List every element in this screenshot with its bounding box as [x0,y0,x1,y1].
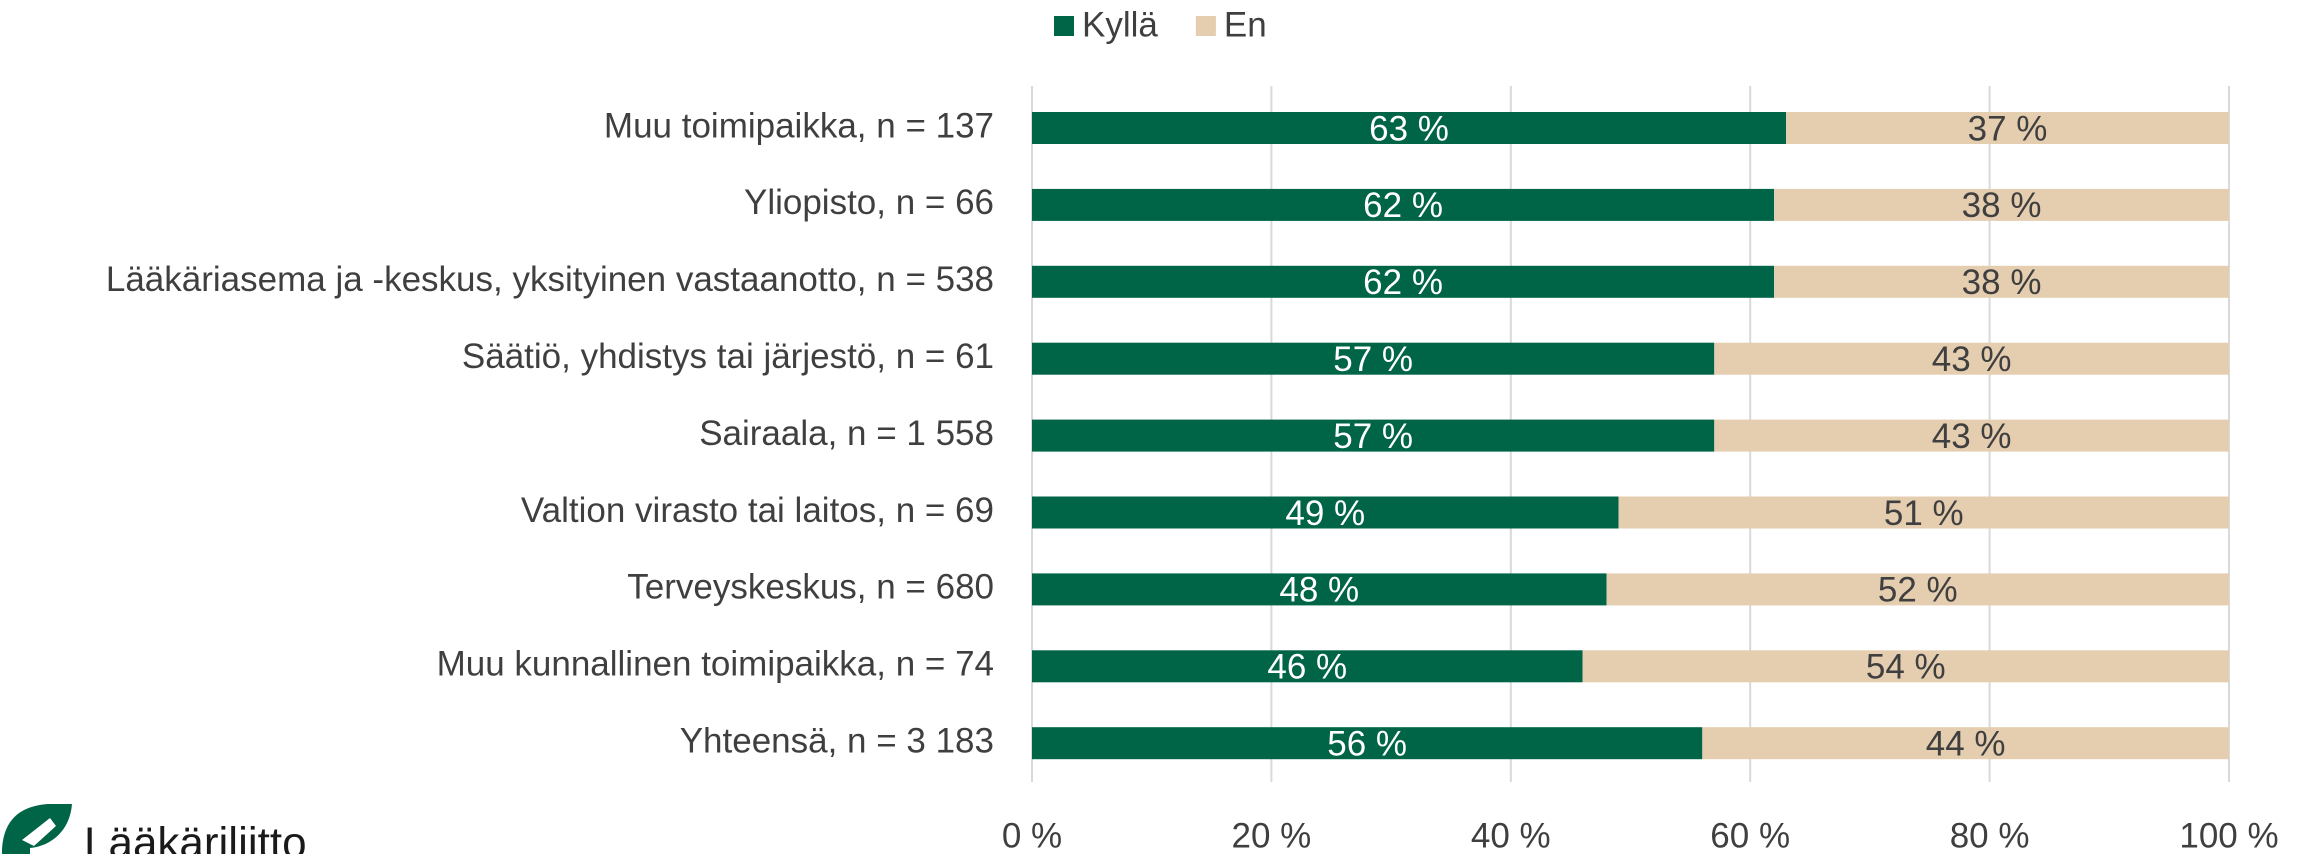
bar-segment [1032,112,1787,144]
legend-swatch [1195,16,1216,36]
y-tick-label: Lääkäriasema ja -keskus, yksityinen vast… [106,260,994,299]
data-label: 54 % [1866,648,1946,687]
y-tick-label: Sairaala, n = 1 558 [699,414,994,453]
data-label: 49 % [1285,494,1365,533]
logo-text: Lääkäriliitto [84,819,307,854]
x-tick-label: 20 % [1232,816,1312,854]
data-label: 51 % [1884,494,1964,533]
bar-segment [1618,496,2229,529]
y-tick-label: Yliopisto, n = 66 [744,183,994,222]
bar-segment [1702,727,2229,760]
data-label: 57 % [1333,340,1413,379]
data-label: 44 % [1926,724,2006,763]
bar-segment [1774,188,2229,221]
bar-segment [1032,342,1715,375]
bar-segment [1582,650,2229,683]
y-tick-label: Yhteensä, n = 3 183 [680,721,994,760]
data-label: 43 % [1932,340,2012,379]
logo: Lääkäriliitto [2,804,307,859]
legend-label: En [1224,5,1267,44]
x-tick-label: 60 % [1710,816,1790,854]
legend-swatch [1054,16,1074,36]
bar-segment [1032,265,1775,298]
y-tick-label: Muu kunnallinen toimipaikka, n = 74 [437,645,994,684]
data-label: 37 % [1968,109,2048,148]
data-label: 46 % [1267,648,1347,687]
bar-segment [1786,112,2229,144]
data-label: 62 % [1363,263,1443,302]
logo-icon-stroke [22,818,56,846]
bar-segment [1032,573,1607,606]
data-label: 52 % [1878,571,1958,610]
y-tick-label: Valtion virasto tai laitos, n = 69 [521,491,994,530]
bar-segment [1032,727,1703,760]
data-label: 56 % [1327,724,1407,763]
bar-segment [1032,188,1775,221]
data-label: 62 % [1363,186,1443,225]
y-tick-label: Terveyskeskus, n = 680 [627,568,994,607]
x-tick-label: 40 % [1471,816,1551,854]
data-label: 38 % [1962,263,2042,302]
bar-segment [1032,496,1619,529]
bar-segment [1032,650,1583,683]
x-tick-label: 100 % [2179,816,2278,854]
y-tick-label: Muu toimipaikka, n = 137 [604,106,994,145]
bar-segment [1774,265,2229,298]
data-label: 38 % [1962,186,2042,225]
bar-segment [1714,419,2229,452]
data-label: 57 % [1333,417,1413,456]
bar-segment [1606,573,2229,606]
legend-label: Kyllä [1082,5,1158,44]
x-tick-label: 80 % [1950,816,2030,854]
bar-segment [1714,342,2229,375]
data-label: 63 % [1369,109,1449,148]
bar-segment [1032,419,1715,452]
data-label: 48 % [1279,571,1359,610]
x-tick-label: 0 % [1002,816,1062,854]
y-tick-label: Säätiö, yhdistys tai järjestö, n = 61 [462,337,994,376]
data-label: 43 % [1932,417,2012,456]
